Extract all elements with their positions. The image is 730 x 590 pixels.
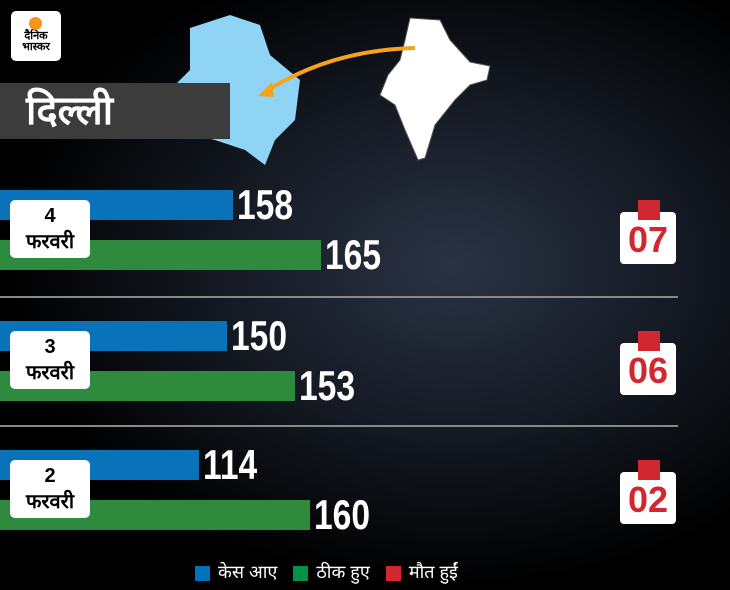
date-label: 3 फरवरी xyxy=(10,331,90,389)
cases-label: 150 xyxy=(231,312,288,359)
flag-icon xyxy=(638,200,660,220)
flag-icon xyxy=(638,460,660,480)
recovered-label: 160 xyxy=(314,491,371,538)
deaths-label: 06 xyxy=(627,350,669,391)
deaths-label: 07 xyxy=(627,219,669,260)
cases-label: 114 xyxy=(203,441,258,488)
date-label: 2 फरवरी xyxy=(10,460,90,518)
legend-item: मौत हुईं xyxy=(385,560,458,584)
deaths-box: 06 xyxy=(620,331,676,395)
logo: दैनिक भास्कर xyxy=(11,11,61,61)
page-title: दिल्ली xyxy=(0,83,230,139)
legend-item: ठीक हुए xyxy=(293,560,370,584)
legend-item: केस आए xyxy=(195,560,277,584)
deaths-label: 02 xyxy=(627,479,669,520)
cases-label: 158 xyxy=(237,181,294,228)
recovered-label: 153 xyxy=(299,362,356,409)
flag-icon xyxy=(638,331,660,351)
divider xyxy=(0,296,678,298)
divider xyxy=(0,425,678,427)
recovered-label: 165 xyxy=(325,231,382,278)
india-map xyxy=(379,17,491,161)
deaths-box: 07 xyxy=(620,200,676,264)
arrow xyxy=(263,46,416,94)
legend: केस आए ठीक हुए मौत हुईं xyxy=(195,560,458,584)
deaths-box: 02 xyxy=(620,460,676,524)
date-label: 4 फरवरी xyxy=(10,200,90,258)
